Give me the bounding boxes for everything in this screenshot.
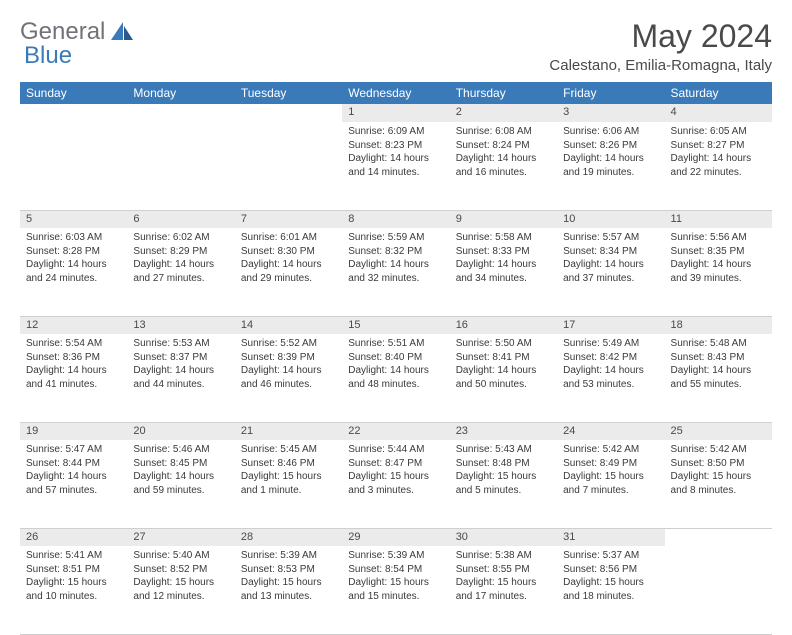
- page-header: General May 2024 Calestano, Emilia-Romag…: [20, 18, 772, 74]
- day-number-cell: 30: [450, 528, 557, 546]
- day-number-cell: [20, 104, 127, 122]
- day-number-cell: 14: [235, 316, 342, 334]
- day-content-cell: Sunrise: 5:38 AMSunset: 8:55 PMDaylight:…: [450, 546, 557, 634]
- day-content-cell: Sunrise: 6:03 AMSunset: 8:28 PMDaylight:…: [20, 228, 127, 316]
- day-content-cell: [235, 122, 342, 210]
- day-content-cell: Sunrise: 5:40 AMSunset: 8:52 PMDaylight:…: [127, 546, 234, 634]
- day-header: Thursday: [450, 82, 557, 104]
- day-number-cell: 24: [557, 422, 664, 440]
- day-header: Sunday: [20, 82, 127, 104]
- day-number-cell: 19: [20, 422, 127, 440]
- logo-sail-icon: [109, 20, 135, 42]
- day-number-cell: 16: [450, 316, 557, 334]
- day-number-cell: 27: [127, 528, 234, 546]
- day-content-row: Sunrise: 6:09 AMSunset: 8:23 PMDaylight:…: [20, 122, 772, 210]
- day-content-cell: Sunrise: 6:06 AMSunset: 8:26 PMDaylight:…: [557, 122, 664, 210]
- day-number-cell: 6: [127, 210, 234, 228]
- day-content-cell: Sunrise: 6:08 AMSunset: 8:24 PMDaylight:…: [450, 122, 557, 210]
- day-number-cell: 11: [665, 210, 772, 228]
- day-content-cell: Sunrise: 5:51 AMSunset: 8:40 PMDaylight:…: [342, 334, 449, 422]
- logo-text-blue: Blue: [24, 42, 72, 70]
- calendar-table: SundayMondayTuesdayWednesdayThursdayFrid…: [20, 82, 772, 635]
- day-number-cell: [665, 528, 772, 546]
- day-number-cell: 12: [20, 316, 127, 334]
- day-number-cell: 2: [450, 104, 557, 122]
- day-number-cell: 4: [665, 104, 772, 122]
- day-content-cell: Sunrise: 5:57 AMSunset: 8:34 PMDaylight:…: [557, 228, 664, 316]
- day-number-cell: 8: [342, 210, 449, 228]
- day-content-cell: Sunrise: 5:45 AMSunset: 8:46 PMDaylight:…: [235, 440, 342, 528]
- day-content-row: Sunrise: 5:47 AMSunset: 8:44 PMDaylight:…: [20, 440, 772, 528]
- day-content-cell: Sunrise: 5:49 AMSunset: 8:42 PMDaylight:…: [557, 334, 664, 422]
- day-content-cell: Sunrise: 5:53 AMSunset: 8:37 PMDaylight:…: [127, 334, 234, 422]
- day-number-cell: 10: [557, 210, 664, 228]
- day-header: Tuesday: [235, 82, 342, 104]
- day-content-cell: Sunrise: 5:37 AMSunset: 8:56 PMDaylight:…: [557, 546, 664, 634]
- day-number-row: 262728293031: [20, 528, 772, 546]
- day-content-cell: [20, 122, 127, 210]
- day-content-cell: Sunrise: 5:41 AMSunset: 8:51 PMDaylight:…: [20, 546, 127, 634]
- day-number-cell: 21: [235, 422, 342, 440]
- day-content-cell: Sunrise: 6:01 AMSunset: 8:30 PMDaylight:…: [235, 228, 342, 316]
- day-content-cell: Sunrise: 5:42 AMSunset: 8:50 PMDaylight:…: [665, 440, 772, 528]
- day-header-row: SundayMondayTuesdayWednesdayThursdayFrid…: [20, 82, 772, 104]
- day-content-cell: Sunrise: 5:43 AMSunset: 8:48 PMDaylight:…: [450, 440, 557, 528]
- day-number-row: 19202122232425: [20, 422, 772, 440]
- day-header: Monday: [127, 82, 234, 104]
- day-number-row: 567891011: [20, 210, 772, 228]
- day-content-cell: Sunrise: 6:09 AMSunset: 8:23 PMDaylight:…: [342, 122, 449, 210]
- day-content-cell: Sunrise: 6:05 AMSunset: 8:27 PMDaylight:…: [665, 122, 772, 210]
- day-number-cell: 28: [235, 528, 342, 546]
- day-content-cell: Sunrise: 5:54 AMSunset: 8:36 PMDaylight:…: [20, 334, 127, 422]
- day-number-cell: 17: [557, 316, 664, 334]
- day-number-cell: 18: [665, 316, 772, 334]
- title-block: May 2024 Calestano, Emilia-Romagna, Ital…: [549, 18, 772, 74]
- day-number-cell: 3: [557, 104, 664, 122]
- day-content-cell: Sunrise: 5:56 AMSunset: 8:35 PMDaylight:…: [665, 228, 772, 316]
- day-content-cell: Sunrise: 5:44 AMSunset: 8:47 PMDaylight:…: [342, 440, 449, 528]
- day-content-cell: Sunrise: 5:50 AMSunset: 8:41 PMDaylight:…: [450, 334, 557, 422]
- day-content-cell: Sunrise: 6:02 AMSunset: 8:29 PMDaylight:…: [127, 228, 234, 316]
- day-number-cell: 1: [342, 104, 449, 122]
- day-content-row: Sunrise: 6:03 AMSunset: 8:28 PMDaylight:…: [20, 228, 772, 316]
- day-content-cell: Sunrise: 5:52 AMSunset: 8:39 PMDaylight:…: [235, 334, 342, 422]
- day-number-cell: 9: [450, 210, 557, 228]
- day-number-row: 1234: [20, 104, 772, 122]
- day-content-cell: [127, 122, 234, 210]
- day-number-cell: 20: [127, 422, 234, 440]
- day-content-cell: Sunrise: 5:59 AMSunset: 8:32 PMDaylight:…: [342, 228, 449, 316]
- day-header: Friday: [557, 82, 664, 104]
- day-number-row: 12131415161718: [20, 316, 772, 334]
- day-content-cell: Sunrise: 5:42 AMSunset: 8:49 PMDaylight:…: [557, 440, 664, 528]
- day-number-cell: 7: [235, 210, 342, 228]
- day-number-cell: 15: [342, 316, 449, 334]
- day-content-row: Sunrise: 5:54 AMSunset: 8:36 PMDaylight:…: [20, 334, 772, 422]
- day-content-cell: [665, 546, 772, 634]
- day-number-cell: 25: [665, 422, 772, 440]
- day-header: Saturday: [665, 82, 772, 104]
- day-content-row: Sunrise: 5:41 AMSunset: 8:51 PMDaylight:…: [20, 546, 772, 634]
- day-content-cell: Sunrise: 5:39 AMSunset: 8:53 PMDaylight:…: [235, 546, 342, 634]
- day-number-cell: 29: [342, 528, 449, 546]
- day-header: Wednesday: [342, 82, 449, 104]
- day-content-cell: Sunrise: 5:39 AMSunset: 8:54 PMDaylight:…: [342, 546, 449, 634]
- location-text: Calestano, Emilia-Romagna, Italy: [549, 57, 772, 74]
- day-number-cell: 13: [127, 316, 234, 334]
- day-content-cell: Sunrise: 5:46 AMSunset: 8:45 PMDaylight:…: [127, 440, 234, 528]
- month-title: May 2024: [549, 18, 772, 55]
- day-number-cell: [235, 104, 342, 122]
- day-number-cell: 23: [450, 422, 557, 440]
- day-number-cell: 22: [342, 422, 449, 440]
- day-content-cell: Sunrise: 5:48 AMSunset: 8:43 PMDaylight:…: [665, 334, 772, 422]
- day-content-cell: Sunrise: 5:58 AMSunset: 8:33 PMDaylight:…: [450, 228, 557, 316]
- day-number-cell: 26: [20, 528, 127, 546]
- day-content-cell: Sunrise: 5:47 AMSunset: 8:44 PMDaylight:…: [20, 440, 127, 528]
- day-number-cell: 31: [557, 528, 664, 546]
- day-number-cell: [127, 104, 234, 122]
- day-number-cell: 5: [20, 210, 127, 228]
